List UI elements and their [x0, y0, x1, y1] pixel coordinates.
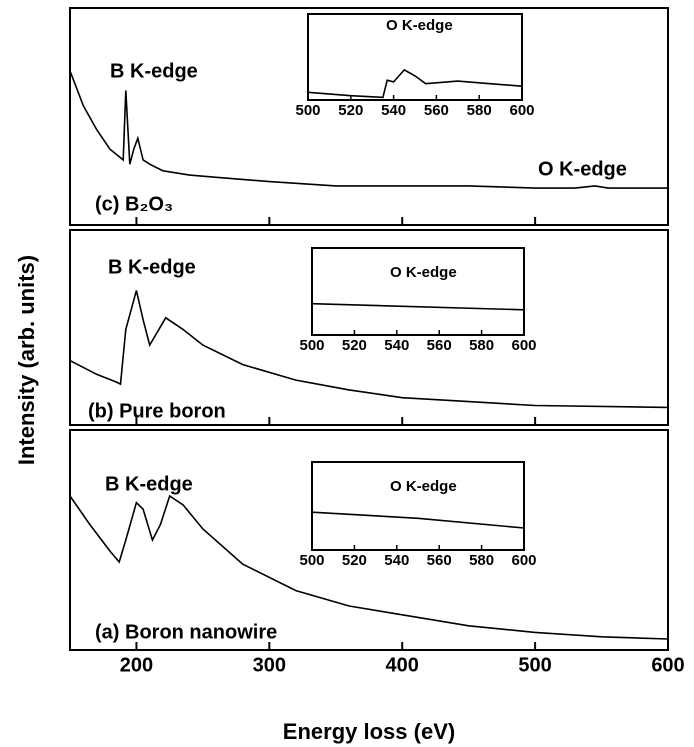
annotation: B K-edge: [108, 256, 196, 278]
x-tick-label: 200: [120, 654, 153, 676]
spectrum-line: [69, 494, 669, 640]
inset-x-tick-label: 500: [299, 552, 324, 569]
panel-frame: [69, 429, 669, 651]
inset-frame: [311, 461, 525, 551]
inset-x-tick-label: 560: [427, 337, 452, 354]
inset-title: O K-edge: [390, 478, 457, 495]
inset-title: O K-edge: [390, 264, 457, 281]
inset-title: O K-edge: [386, 17, 453, 34]
annotation: B K-edge: [110, 60, 198, 82]
inset-x-tick-label: 500: [299, 337, 324, 354]
annotation: O K-edge: [538, 158, 627, 180]
inset-x-tick-label: 560: [427, 552, 452, 569]
inset-x-tick-label: 600: [509, 102, 534, 119]
x-tick-label: 400: [386, 654, 419, 676]
spectrum-line: [69, 290, 669, 409]
x-tick-label: 600: [651, 654, 684, 676]
x-axis-label: Energy loss (eV): [283, 719, 455, 744]
inset-x-tick-label: 580: [467, 102, 492, 119]
inset-x-tick-label: 540: [381, 102, 406, 119]
inset-x-tick-label: 520: [342, 337, 367, 354]
inset-x-tick-label: 520: [342, 552, 367, 569]
spectrum-line: [311, 302, 525, 311]
y-axis-label: Intensity (arb. units): [14, 255, 39, 465]
inset-frame: [311, 247, 525, 336]
inset-x-tick-label: 600: [511, 552, 536, 569]
x-tick-label: 500: [518, 654, 551, 676]
inset-x-tick-label: 540: [384, 552, 409, 569]
panel-label: (a) Boron nanowire: [95, 621, 277, 643]
spectrum-line: [69, 70, 668, 189]
inset-frame: [307, 13, 523, 101]
inset-x-tick-label: 540: [384, 337, 409, 354]
panel-label: (c) B₂O₃: [95, 193, 173, 215]
inset-x-tick-label: 500: [295, 102, 320, 119]
panel-label: (b) Pure boron: [88, 400, 226, 422]
annotation: B K-edge: [105, 473, 193, 495]
inset-x-tick-label: 580: [469, 337, 494, 354]
panel-frame: [69, 7, 669, 226]
inset-x-tick-label: 520: [338, 102, 363, 119]
inset-x-tick-label: 560: [424, 102, 449, 119]
spectrum-line: [307, 68, 523, 99]
spectrum-line: [311, 511, 525, 529]
inset-x-tick-label: 580: [469, 552, 494, 569]
x-tick-label: 300: [253, 654, 286, 676]
inset-x-tick-label: 600: [511, 337, 536, 354]
panel-frame: [69, 229, 669, 426]
